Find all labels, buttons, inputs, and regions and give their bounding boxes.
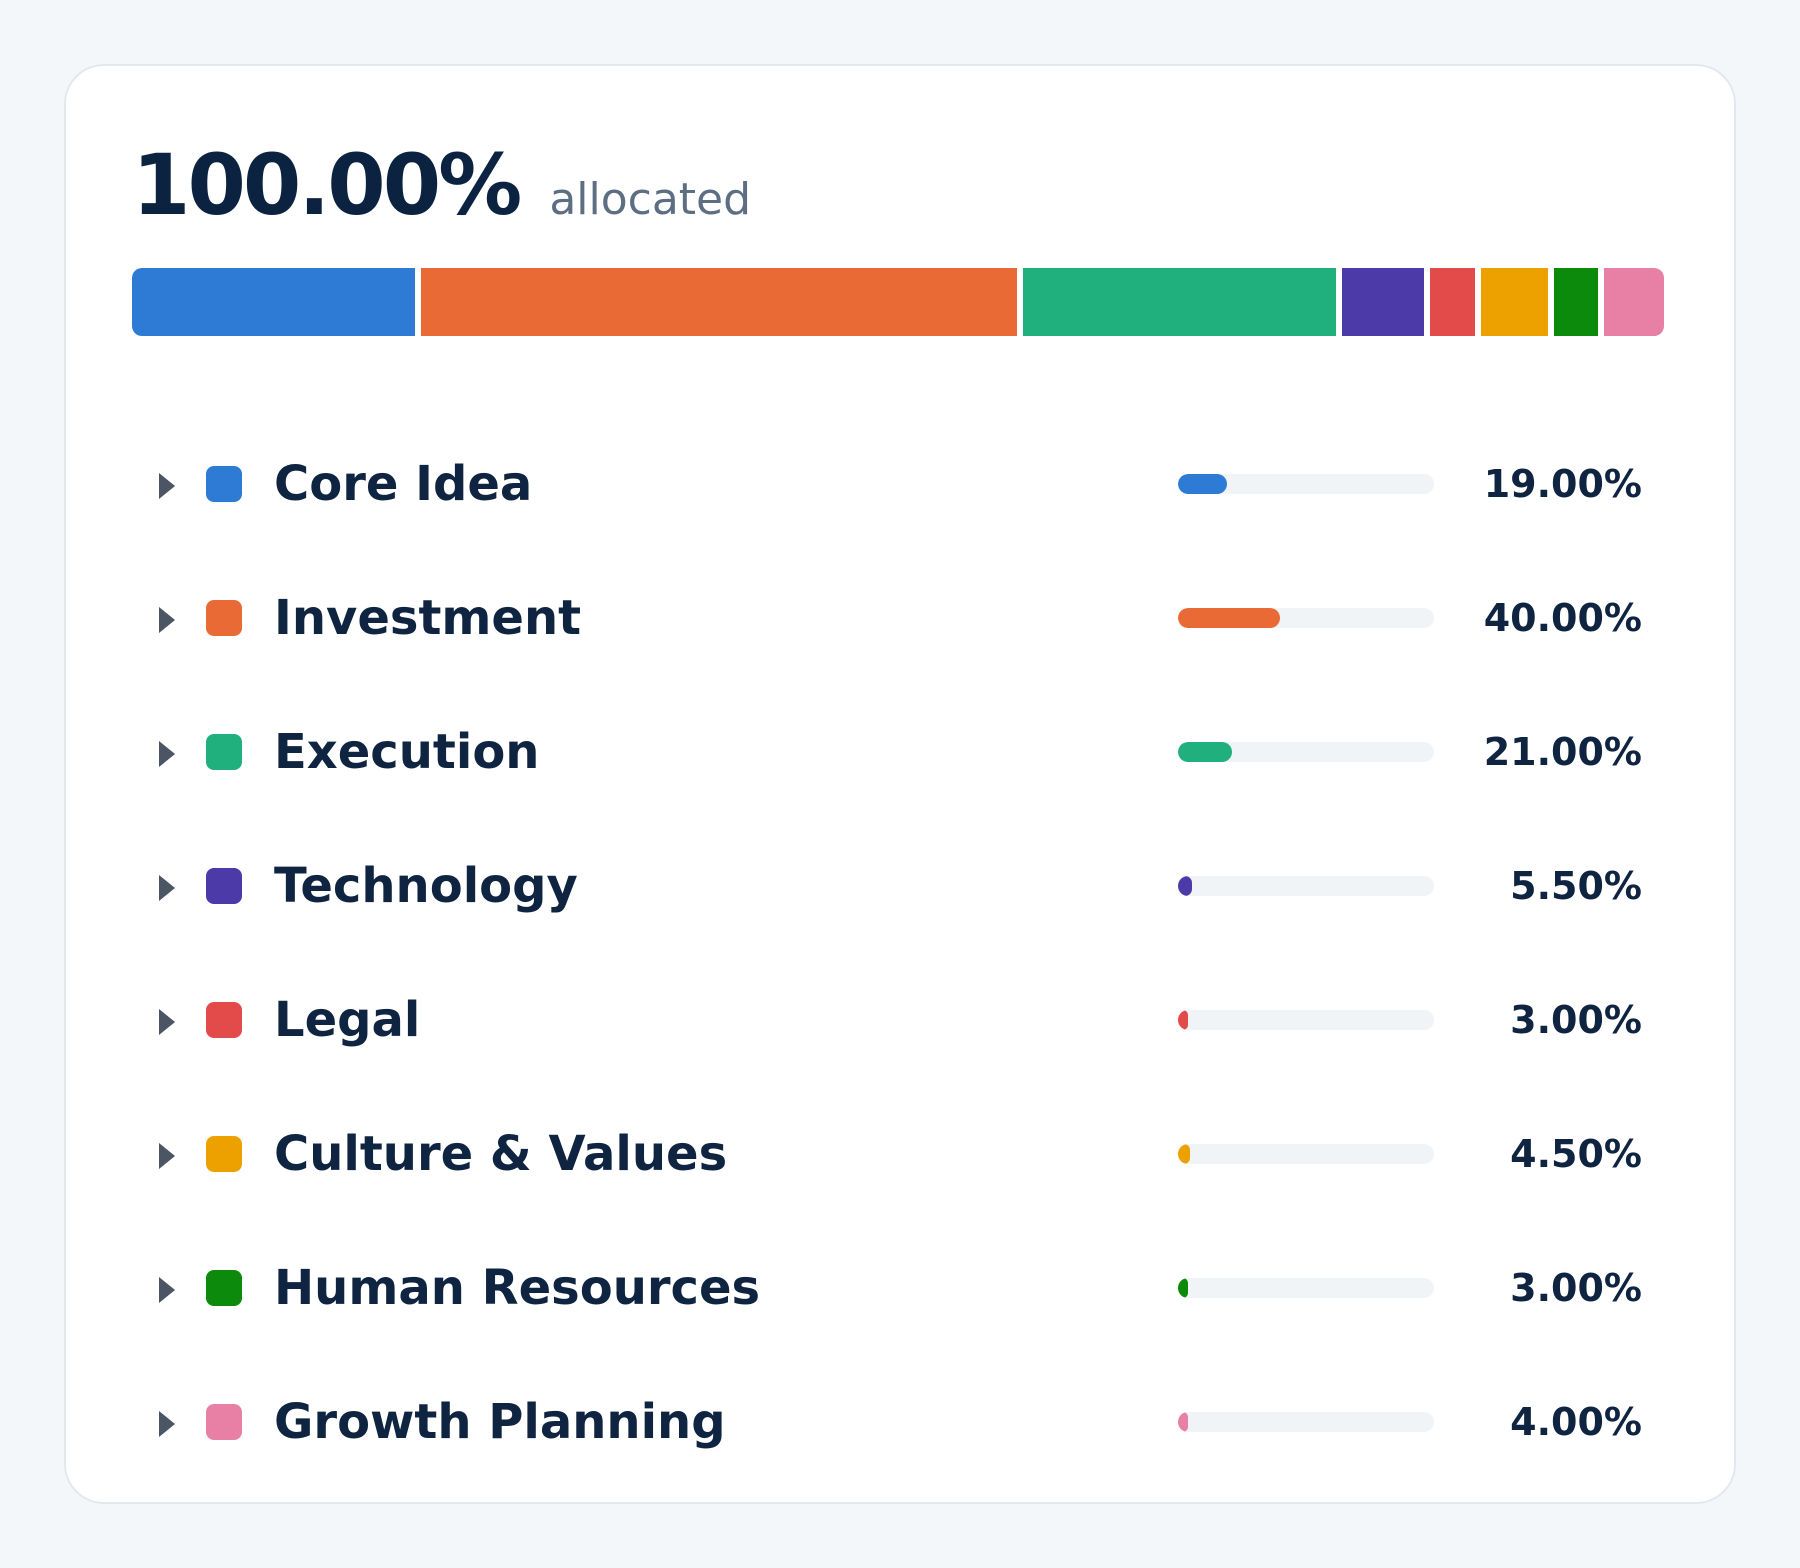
progress-fill	[1178, 608, 1281, 628]
color-swatch	[206, 868, 242, 904]
progress-track	[1178, 474, 1434, 494]
category-row-legal[interactable]: Legal 3.00%	[66, 982, 1734, 1062]
progress-track	[1178, 608, 1434, 628]
color-swatch	[206, 1270, 242, 1306]
color-swatch	[206, 1404, 242, 1440]
stacked-bar-segment-investment	[415, 268, 1018, 336]
category-row-core-idea[interactable]: Core Idea 19.00%	[66, 446, 1734, 526]
category-percent: 3.00%	[1510, 998, 1642, 1042]
category-row-technology[interactable]: Technology 5.50%	[66, 848, 1734, 928]
category-row-execution[interactable]: Execution 21.00%	[66, 714, 1734, 794]
category-row-culture-values[interactable]: Culture & Values 4.50%	[66, 1116, 1734, 1196]
progress-track	[1178, 876, 1434, 896]
category-label: Human Resources	[274, 1260, 761, 1316]
progress-fill	[1178, 1412, 1189, 1432]
category-percent: 4.50%	[1510, 1132, 1642, 1176]
progress-track	[1178, 1010, 1434, 1030]
progress-fill	[1178, 1278, 1188, 1298]
progress-fill	[1178, 1010, 1188, 1030]
category-label: Execution	[274, 724, 540, 780]
category-label: Legal	[274, 992, 421, 1048]
category-row-investment[interactable]: Investment 40.00%	[66, 580, 1734, 660]
stacked-bar-segment-technology	[1336, 268, 1424, 336]
allocation-label: allocated	[549, 174, 752, 225]
progress-track	[1178, 742, 1434, 762]
category-row-human-resources[interactable]: Human Resources 3.00%	[66, 1250, 1734, 1330]
allocation-header: 100.00% allocated	[132, 136, 751, 234]
caret-right-icon[interactable]	[159, 741, 175, 767]
caret-right-icon[interactable]	[159, 607, 175, 633]
category-percent: 19.00%	[1483, 462, 1642, 506]
progress-fill	[1178, 1144, 1190, 1164]
color-swatch	[206, 734, 242, 770]
progress-track	[1178, 1278, 1434, 1298]
stacked-bar-segment-core-idea	[132, 268, 416, 336]
progress-fill	[1178, 474, 1227, 494]
stacked-bar-segment-growth-planning	[1598, 268, 1664, 336]
color-swatch	[206, 600, 242, 636]
progress-fill	[1178, 876, 1193, 896]
caret-right-icon[interactable]	[159, 1143, 175, 1169]
caret-right-icon[interactable]	[159, 1009, 175, 1035]
category-label: Growth Planning	[274, 1394, 726, 1450]
stacked-bar-segment-legal	[1423, 268, 1475, 336]
caret-right-icon[interactable]	[159, 875, 175, 901]
category-label: Core Idea	[274, 456, 533, 512]
stacked-bar-segment-culture-values	[1474, 268, 1548, 336]
caret-right-icon[interactable]	[159, 473, 175, 499]
allocation-card: 100.00% allocated Core Idea 19.00% Investm…	[64, 64, 1736, 1504]
stacked-bar-segment-human-resources	[1547, 268, 1599, 336]
allocation-total: 100.00%	[132, 136, 522, 234]
progress-track	[1178, 1144, 1434, 1164]
category-label: Investment	[274, 590, 582, 646]
progress-track	[1178, 1412, 1434, 1432]
allocation-stacked-bar	[132, 268, 1664, 336]
category-percent: 4.00%	[1510, 1400, 1642, 1444]
color-swatch	[206, 1136, 242, 1172]
caret-right-icon[interactable]	[159, 1277, 175, 1303]
color-swatch	[206, 1002, 242, 1038]
category-percent: 40.00%	[1483, 596, 1642, 640]
category-percent: 3.00%	[1510, 1266, 1642, 1310]
stacked-bar-segment-execution	[1017, 268, 1336, 336]
color-swatch	[206, 466, 242, 502]
category-percent: 21.00%	[1483, 730, 1642, 774]
category-label: Technology	[274, 858, 578, 914]
category-row-growth-planning[interactable]: Growth Planning 4.00%	[66, 1384, 1734, 1464]
category-label: Culture & Values	[274, 1126, 728, 1182]
category-percent: 5.50%	[1510, 864, 1642, 908]
progress-fill	[1178, 742, 1232, 762]
caret-right-icon[interactable]	[159, 1411, 175, 1437]
